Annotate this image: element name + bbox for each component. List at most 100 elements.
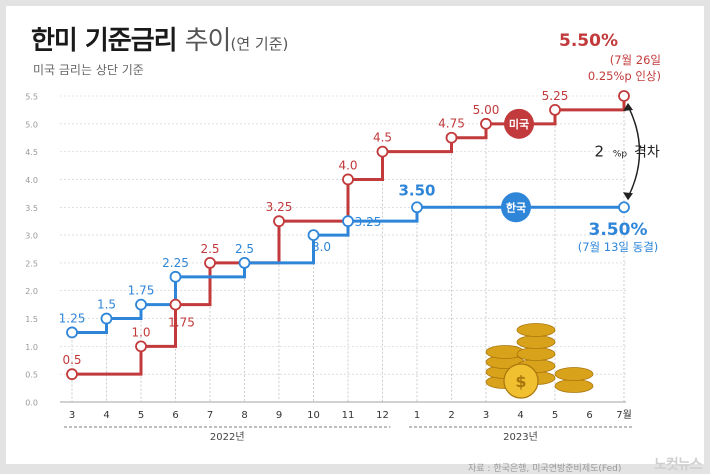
coin-stack-icon bbox=[554, 367, 594, 381]
kr-rate-point bbox=[238, 257, 251, 269]
y-tick-label: 5.0 bbox=[25, 120, 38, 129]
y-tick-label: 3.5 bbox=[25, 204, 38, 213]
coin-stack-icon bbox=[516, 347, 556, 361]
coin-stack-icon bbox=[516, 323, 556, 337]
x-tick-label: 8 bbox=[241, 410, 247, 421]
y-tick-label: 5.5 bbox=[25, 93, 38, 102]
x-tick-label: 6 bbox=[586, 410, 592, 421]
x-tick-label: 11 bbox=[342, 410, 355, 421]
kr-rate-point bbox=[307, 229, 320, 241]
gap-word: 격차 bbox=[634, 145, 660, 161]
kr-rate-label: 3.25 bbox=[355, 215, 382, 229]
x-tick-label: 5 bbox=[138, 410, 144, 421]
kr-rate-label: 1.25 bbox=[59, 311, 86, 325]
x-tick-label: 10 bbox=[307, 410, 320, 421]
source-note: 자료 : 한국은행, 미국연방준비제도(Fed) bbox=[468, 464, 622, 474]
title-trend-text: 추이 bbox=[184, 26, 232, 56]
kr-rate-point bbox=[66, 326, 78, 339]
kr-rate-label: 2.25 bbox=[162, 256, 189, 270]
gap-arrow-head-icon bbox=[623, 103, 633, 111]
year-label: 2022년 bbox=[210, 431, 245, 443]
us-rate-point bbox=[273, 215, 285, 228]
y-tick-label: 2.5 bbox=[25, 259, 38, 268]
subtitle: 미국 금리는 상단 기준 bbox=[33, 63, 144, 77]
us-rate-label: 5.25 bbox=[542, 89, 569, 103]
us-badge bbox=[504, 108, 534, 139]
gap-number: 2 bbox=[594, 143, 604, 161]
x-tick-label: 4 bbox=[517, 410, 523, 421]
us-final-date: (7월 26일 bbox=[610, 53, 661, 67]
kr-rate-point bbox=[169, 270, 182, 283]
y-tick-label: 1.5 bbox=[25, 315, 38, 324]
chart-card: 한미 기준금리 추이(연 기준) 미국 금리는 상단 기준 0.0 0.5 1.0 1… bbox=[6, 6, 704, 474]
watermark: 노컷뉴스 bbox=[654, 457, 703, 473]
title-unit-text: (연 기준) bbox=[230, 35, 289, 53]
x-tick-label: 3 bbox=[69, 410, 75, 421]
kr-rate-point bbox=[411, 201, 423, 214]
page-title: 한미 기준금리 추이(연 기준) bbox=[31, 20, 288, 57]
x-tick-label: 6 bbox=[172, 410, 178, 421]
coin-stack-icon bbox=[516, 335, 556, 349]
gap-arrow-head-icon bbox=[623, 192, 633, 201]
x-tick-label: 2 bbox=[448, 410, 454, 421]
us-rate-label: 3.25 bbox=[266, 200, 293, 214]
x-tick-label: 1 bbox=[414, 410, 420, 421]
gap-arrow-icon bbox=[627, 105, 641, 198]
kr-rate-label: 3.0 bbox=[312, 240, 331, 254]
us-final-value: 5.50% bbox=[559, 31, 618, 51]
kr-rate-point bbox=[618, 201, 630, 214]
kr-rate-label: 1.5 bbox=[97, 298, 116, 312]
us-rate-point bbox=[618, 90, 630, 102]
kr-rate-label: 1.75 bbox=[128, 284, 155, 298]
x-tick-label: 7 bbox=[207, 410, 213, 421]
us-rate-label: 0.5 bbox=[62, 353, 81, 367]
kr-rate-point bbox=[100, 312, 113, 325]
us-rate-point bbox=[135, 340, 147, 353]
us-rate-label: 4.75 bbox=[438, 117, 465, 131]
x-tick-label: 9 bbox=[276, 410, 282, 421]
kr-final-value: 3.50% bbox=[589, 220, 648, 240]
us-rate-point bbox=[204, 257, 216, 269]
us-rate-label: 5.00 bbox=[473, 103, 500, 117]
kr-final-note: (7월 13일 동결) bbox=[578, 240, 659, 254]
rate-chart: 0.0 0.5 1.0 1.5 2.0 2.5 3.0 3.5 4.0 4.5 5.0 5.5 3 4 5 6… bbox=[25, 31, 661, 443]
dollar-sign-icon: $ bbox=[515, 372, 526, 391]
x-tick-label: 12 bbox=[376, 410, 389, 421]
dollar-coin-icon bbox=[503, 363, 539, 399]
x-tick-label: 3 bbox=[483, 410, 489, 421]
us-rate-point bbox=[66, 368, 78, 381]
y-tick-label: 0.0 bbox=[25, 399, 38, 408]
x-tick-label: 5 bbox=[552, 410, 558, 421]
gap-unit: %p bbox=[613, 150, 628, 160]
us-rate-point bbox=[549, 104, 561, 116]
kr-rate-point bbox=[342, 215, 354, 228]
us-rate-label: 1.0 bbox=[131, 325, 150, 339]
kr-rate-label: 3.50 bbox=[398, 181, 435, 199]
us-rate-point bbox=[169, 298, 182, 311]
kr-rate-label: 2.5 bbox=[235, 242, 254, 256]
x-tick-label: 4 bbox=[103, 410, 109, 421]
us-rate-point bbox=[342, 173, 354, 186]
us-rate-point bbox=[480, 117, 492, 130]
y-tick-label: 3.0 bbox=[25, 232, 38, 241]
us-rate-label: 1.75 bbox=[168, 316, 195, 330]
kr-rate-point bbox=[135, 298, 147, 311]
year-label: 2023년 bbox=[503, 431, 538, 443]
y-tick-label: 2.0 bbox=[25, 287, 38, 296]
kr-rate-line bbox=[72, 205, 624, 334]
y-tick-label: 4.0 bbox=[25, 176, 38, 185]
x-tick-label: 7월 bbox=[616, 409, 632, 421]
y-tick-label: 0.5 bbox=[25, 371, 38, 380]
title-main-text: 한미 기준금리 bbox=[31, 26, 178, 56]
y-tick-label: 1.0 bbox=[25, 343, 38, 352]
us-rate-label: 2.5 bbox=[200, 242, 219, 256]
us-rate-point bbox=[445, 131, 458, 144]
us-rate-label: 4.0 bbox=[338, 158, 357, 172]
coin-stack-icon bbox=[554, 379, 594, 393]
us-final-note: 0.25%p 인상) bbox=[588, 69, 661, 83]
kr-badge-label: 한국 bbox=[506, 200, 526, 214]
us-badge-label: 미국 bbox=[509, 117, 529, 131]
y-tick-label: 4.5 bbox=[25, 148, 38, 157]
us-rate-point bbox=[376, 145, 389, 158]
kr-badge bbox=[501, 192, 531, 223]
